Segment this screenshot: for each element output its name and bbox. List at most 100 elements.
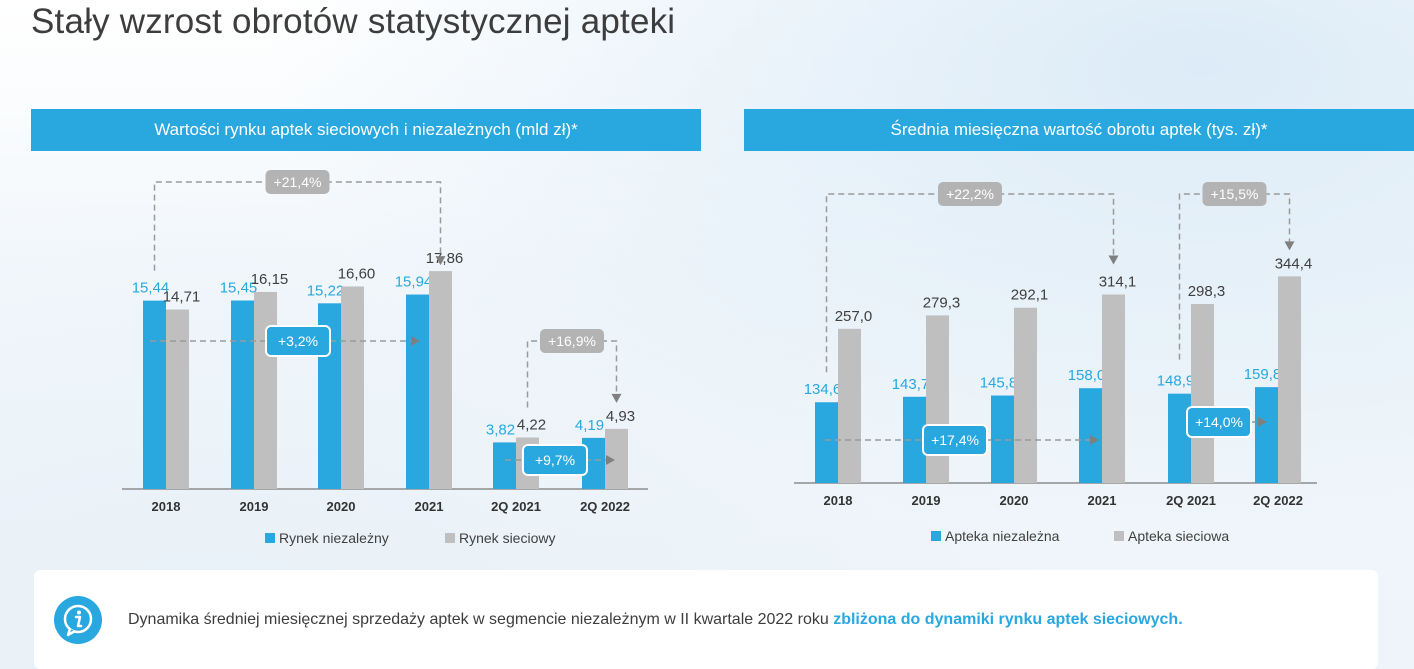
monthly-turnover-chart: 134,6 143,7 145,8 158,0 148,9 159,8 257,0 279,3…	[794, 182, 1317, 544]
legend-swatch-chain	[445, 533, 455, 543]
category-label-3: 2021	[1088, 493, 1117, 508]
change-badge-0-box	[265, 170, 330, 194]
category-label-0: 2018	[152, 499, 181, 514]
label-chain-2: 16,60	[338, 265, 376, 282]
bar-chain-1	[254, 291, 277, 489]
bracket-arrow-1	[1284, 241, 1295, 251]
label-independent-2: 145,8	[980, 375, 1018, 392]
label-chain-5: 4,93	[606, 408, 635, 425]
label-independent-1: 15,45	[220, 280, 258, 297]
bar-chain-2	[1014, 307, 1037, 483]
category-label-0: 2018	[824, 493, 853, 508]
info-text-main: Dynamika średniej miesięcznej sprzedaży …	[128, 611, 834, 628]
chart-1-title: Wartości rynku aptek sieciowych i niezal…	[31, 109, 701, 151]
category-label-2: 2020	[1000, 493, 1029, 508]
label-independent-3: 15,94	[395, 274, 433, 291]
label-independent-5: 4,19	[575, 417, 604, 434]
change-badge-1: +17,4%	[922, 424, 988, 456]
label-chain-5: 344,4	[1275, 255, 1313, 272]
bar-chain-1	[926, 315, 949, 483]
category-label-2: 2020	[327, 499, 356, 514]
change-badge-2: +16,9%	[540, 329, 604, 353]
bar-independent-4	[1168, 393, 1191, 483]
bracket-arrow-1	[611, 393, 622, 403]
category-label-3: 2021	[415, 499, 444, 514]
change-badge-2: +15,5%	[1202, 182, 1267, 206]
bracket-arrow-0	[435, 256, 446, 266]
label-chain-1: 279,3	[923, 294, 961, 311]
change-badge-2-box	[1202, 182, 1267, 206]
label-independent-1: 143,7	[892, 376, 930, 393]
label-chain-0: 14,71	[163, 289, 201, 306]
bar-independent-1	[903, 396, 926, 483]
page-title: Stały wzrost obrotów statystycznej aptek…	[31, 2, 676, 41]
change-badge-0-label: +22,2%	[946, 186, 994, 202]
bar-independent-0	[143, 300, 166, 489]
trend-arrow-0	[411, 336, 420, 346]
bar-chain-3	[1102, 294, 1125, 483]
change-badge-1-box	[922, 424, 988, 456]
label-independent-5: 159,8	[1244, 366, 1282, 383]
change-badge-2-label: +15,5%	[1211, 186, 1259, 202]
label-chain-4: 298,3	[1188, 283, 1226, 300]
change-badge-1-box	[265, 325, 331, 357]
bar-chain-3	[429, 271, 452, 489]
legend-label-independent: Apteka niezależna	[945, 528, 1060, 544]
change-badge-0-box	[938, 182, 1002, 206]
label-independent-0: 134,6	[804, 381, 842, 398]
info-text-highlight: zbliżona do dynamiki rynku aptek sieciow…	[833, 611, 1183, 628]
change-badge-3: +9,7%	[522, 444, 588, 476]
info-icon	[54, 596, 102, 644]
label-independent-4: 3,82	[486, 421, 515, 438]
label-independent-2: 15,22	[307, 282, 345, 299]
info-box: Dynamika średniej miesięcznej sprzedaży …	[34, 570, 1378, 669]
change-badge-2-box	[540, 329, 604, 353]
change-badge-3-label: +9,7%	[535, 452, 575, 468]
change-badge-3-label: +14,0%	[1195, 414, 1243, 430]
bracket-0	[825, 193, 1115, 373]
change-badge-0-label: +21,4%	[274, 174, 322, 190]
bar-independent-3	[406, 294, 429, 489]
bracket-arrow-0	[1108, 255, 1119, 265]
label-chain-0: 257,0	[835, 308, 873, 325]
category-label-1: 2019	[912, 493, 941, 508]
trend-arrow-1	[1258, 417, 1267, 427]
bar-independent-4	[493, 442, 516, 489]
legend-swatch-chain	[1114, 531, 1124, 541]
trend-arrow-0	[1090, 435, 1099, 445]
info-text: Dynamika średniej miesięcznej sprzedaży …	[128, 611, 1183, 629]
label-independent-3: 158,0	[1068, 367, 1106, 384]
label-independent-0: 15,44	[132, 280, 170, 297]
category-label-5: 2Q 2022	[580, 499, 630, 514]
category-label-4: 2Q 2021	[1166, 493, 1216, 508]
legend-label-chain: Rynek sieciowy	[459, 530, 555, 546]
change-badge-0: +21,4%	[265, 170, 330, 194]
label-chain-3: 17,86	[426, 250, 464, 267]
chart-2-title: Średnia miesięczna wartość obrotu aptek …	[744, 109, 1414, 151]
change-badge-1-label: +17,4%	[931, 432, 979, 448]
change-badge-3-box	[1186, 406, 1252, 438]
change-badge-1: +3,2%	[265, 325, 331, 357]
change-badge-1-label: +3,2%	[278, 333, 318, 349]
change-badge-3: +14,0%	[1186, 406, 1252, 438]
bar-chain-5	[1278, 276, 1301, 483]
legend-label-chain: Apteka sieciowa	[1128, 528, 1229, 544]
trend-arrow-1	[606, 455, 615, 465]
change-badge-3-box	[522, 444, 588, 476]
bar-independent-0	[815, 402, 838, 483]
category-label-4: 2Q 2021	[491, 499, 541, 514]
bar-chain-4	[1191, 304, 1214, 483]
bar-independent-2	[991, 395, 1014, 483]
label-chain-4: 4,22	[517, 417, 546, 434]
legend-label-independent: Rynek niezależny	[279, 530, 389, 546]
change-badge-2-label: +16,9%	[548, 333, 596, 349]
label-chain-2: 292,1	[1011, 287, 1049, 304]
bar-chain-0	[166, 309, 189, 489]
bar-chain-5	[605, 428, 628, 489]
bracket-0	[153, 181, 442, 271]
category-label-1: 2019	[240, 499, 269, 514]
category-label-5: 2Q 2022	[1253, 493, 1303, 508]
label-independent-4: 148,9	[1157, 373, 1195, 390]
change-badge-0: +22,2%	[938, 182, 1002, 206]
legend-swatch-independent	[265, 533, 275, 543]
